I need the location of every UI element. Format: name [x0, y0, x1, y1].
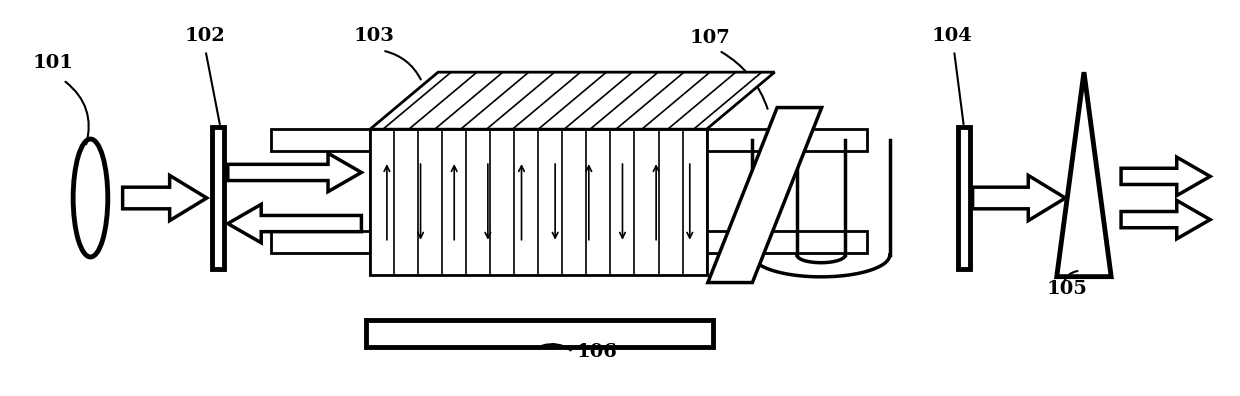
Bar [957, 127, 970, 269]
Bar [272, 231, 868, 253]
Polygon shape [708, 108, 822, 282]
Polygon shape [1121, 157, 1210, 196]
Polygon shape [370, 72, 775, 129]
Bar [366, 320, 713, 347]
Bar [212, 127, 224, 269]
Polygon shape [228, 204, 361, 243]
Polygon shape [123, 175, 207, 221]
Bar [272, 129, 868, 151]
Polygon shape [228, 153, 361, 192]
Text: 105: 105 [1047, 280, 1087, 298]
Text: 106: 106 [577, 343, 618, 361]
Bar [370, 129, 707, 275]
Text: 103: 103 [353, 27, 394, 45]
Polygon shape [972, 175, 1065, 221]
Text: 101: 101 [32, 54, 73, 72]
Text: 102: 102 [185, 27, 226, 45]
Text: 107: 107 [689, 29, 730, 47]
Polygon shape [1121, 200, 1210, 239]
Polygon shape [1056, 72, 1111, 277]
Text: 104: 104 [931, 27, 972, 45]
Ellipse shape [73, 139, 108, 257]
